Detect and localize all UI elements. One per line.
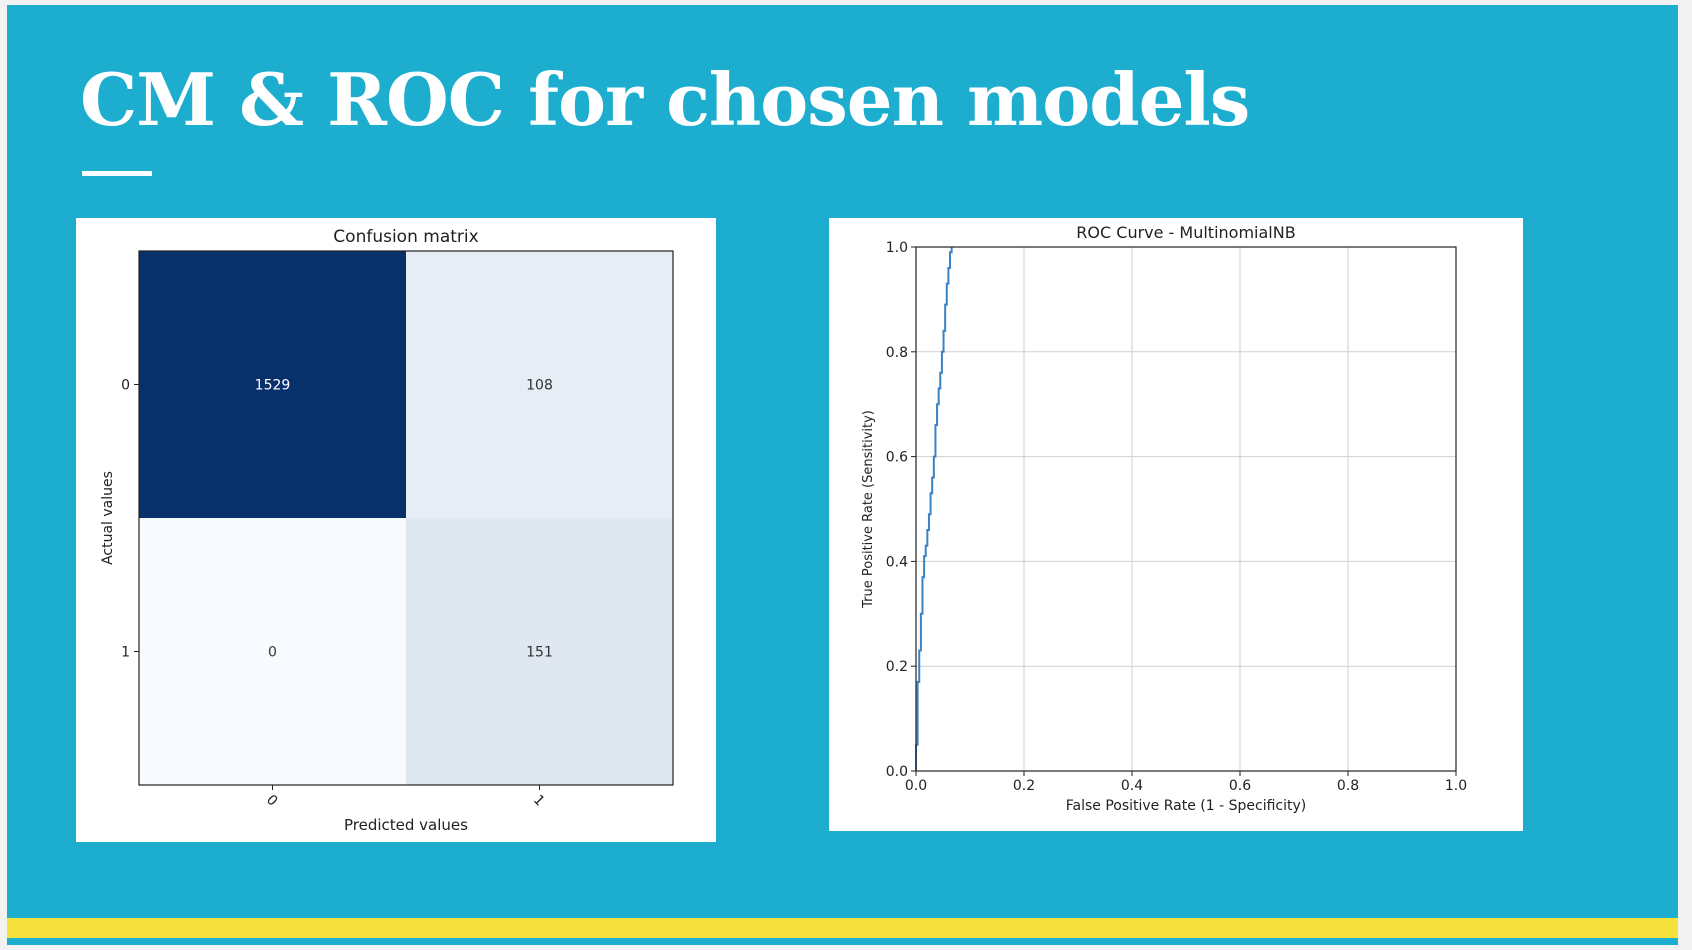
roc-curve-chart: 0.0 0.2 0.4 0.6 0.8 1.0 0.0 0.2 0.4 0.6 0.8 1.0 ROC …	[861, 223, 1467, 814]
title-underline	[82, 171, 152, 176]
roc-y-tick-label: 1.0	[886, 240, 908, 256]
slide-title: CM & ROC for chosen models	[80, 57, 1250, 142]
roc-y-tick-label: 0.0	[886, 764, 908, 780]
cm-y-axis-label: Actual values	[100, 471, 116, 565]
cm-y-tick-label: 1	[121, 645, 130, 661]
cm-title: Confusion matrix	[333, 227, 478, 247]
cm-cell	[406, 251, 673, 518]
roc-x-tick-label: 0.8	[1337, 778, 1359, 794]
roc-x-axis-label: False Positive Rate (1 - Specificity)	[1066, 798, 1307, 814]
roc-x-tick-label: 0.4	[1121, 778, 1143, 794]
roc-curve-line	[915, 247, 953, 771]
confusion-matrix-chart: 1529 108 0 151 Confusion matrix 0 1 0 1 Predicted…	[100, 227, 674, 834]
roc-x-tick-label: 0.0	[905, 778, 927, 794]
accent-bar	[7, 918, 1678, 938]
cm-cell-value: 151	[526, 645, 553, 661]
roc-x-tick-label: 0.6	[1229, 778, 1251, 794]
roc-y-tick-label: 0.2	[886, 659, 908, 675]
cm-cell-value: 1529	[255, 378, 291, 394]
cm-frame	[138, 250, 674, 786]
roc-x-tick-label: 0.2	[1013, 778, 1035, 794]
cm-cell	[139, 518, 406, 785]
roc-y-tick-label: 0.4	[886, 554, 908, 570]
cm-x-axis-label: Predicted values	[344, 816, 468, 834]
roc-y-tick-label: 0.6	[886, 450, 908, 466]
cm-cell-value: 0	[268, 645, 277, 661]
roc-title: ROC Curve - MultinomialNB	[1076, 223, 1295, 242]
cm-cell	[406, 518, 673, 785]
roc-curve-panel: 0.0 0.2 0.4 0.6 0.8 1.0 0.0 0.2 0.4 0.6 0.8 1.0 ROC …	[829, 218, 1523, 831]
cm-cell	[139, 251, 406, 518]
cm-x-tick-label: 1	[530, 792, 548, 810]
slide: CM & ROC for chosen models 1529 108 0 151 Co…	[7, 5, 1678, 945]
roc-x-tick-label: 1.0	[1445, 778, 1467, 794]
confusion-matrix-panel: 1529 108 0 151 Confusion matrix 0 1 0 1 Predicted…	[76, 218, 716, 842]
cm-cell-value: 108	[526, 378, 553, 394]
cm-x-tick-label: 0	[263, 792, 281, 810]
roc-y-tick-label: 0.8	[886, 345, 908, 361]
roc-frame	[915, 246, 1457, 772]
roc-y-axis-label: True Positive Rate (Sensitivity)	[861, 410, 876, 609]
cm-y-tick-label: 0	[121, 378, 130, 394]
